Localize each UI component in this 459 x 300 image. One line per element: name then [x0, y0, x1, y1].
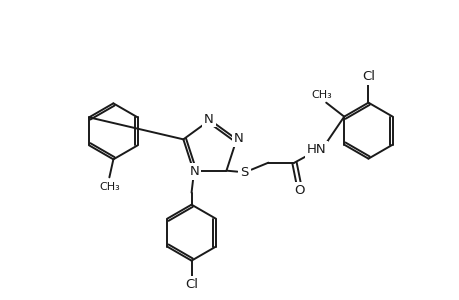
Text: HN: HN: [306, 143, 325, 156]
Text: S: S: [240, 166, 248, 179]
Text: CH₃: CH₃: [311, 90, 332, 100]
Text: N: N: [189, 165, 199, 178]
Text: Cl: Cl: [185, 278, 198, 291]
Text: O: O: [294, 184, 304, 197]
Text: N: N: [233, 132, 243, 145]
Text: Cl: Cl: [361, 70, 374, 83]
Text: CH₃: CH₃: [99, 182, 119, 192]
Text: N: N: [204, 112, 213, 125]
